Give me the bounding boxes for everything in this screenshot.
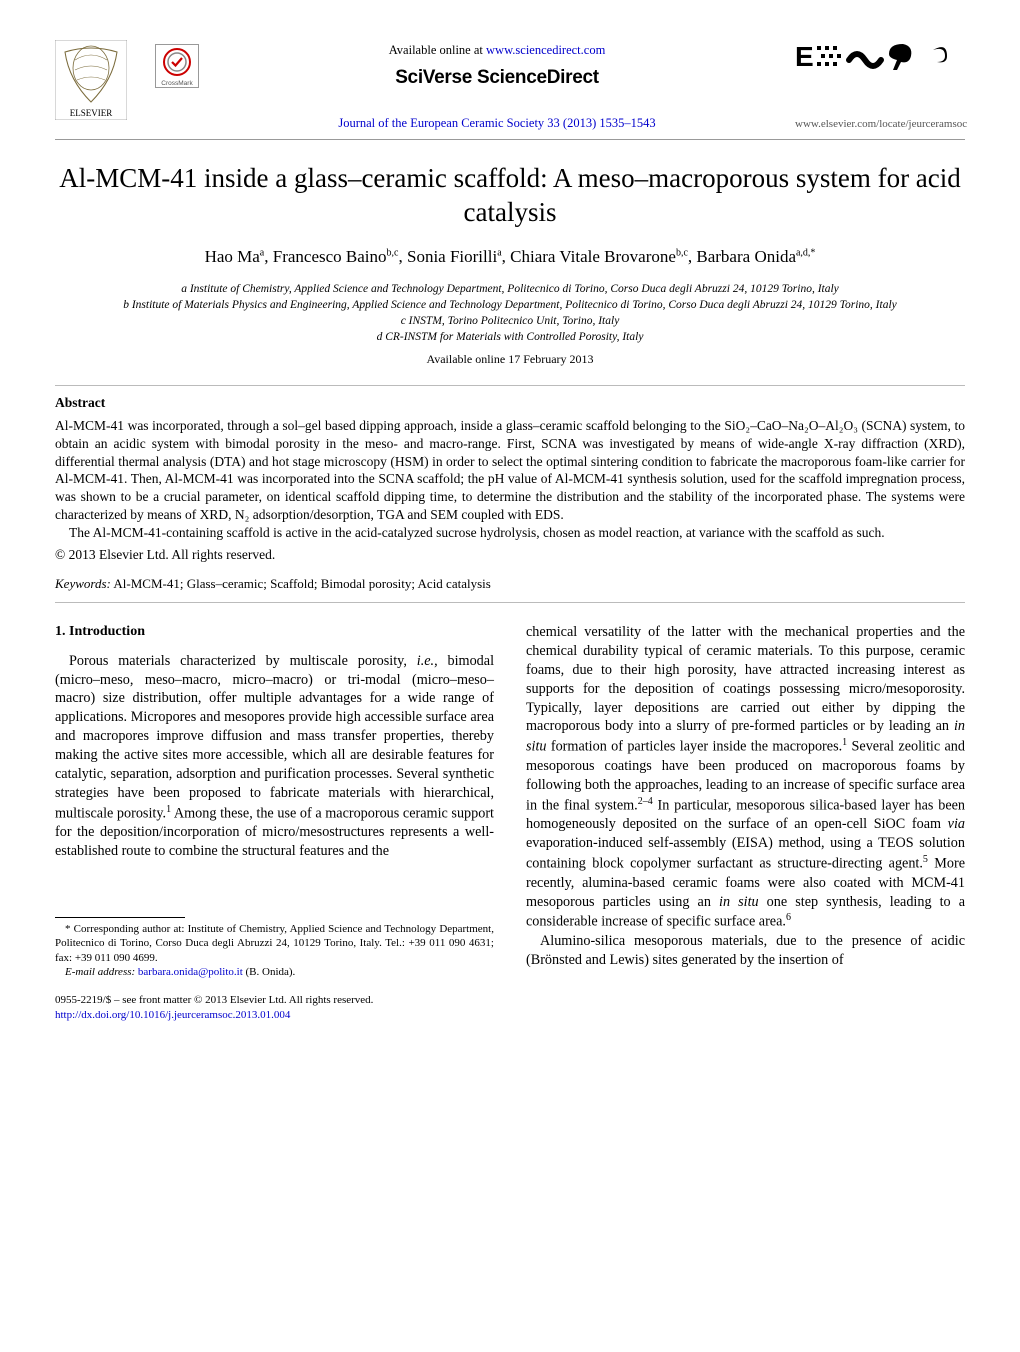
doi-link[interactable]: http://dx.doi.org/10.1016/j.jeurceramsoc… — [55, 1009, 290, 1021]
intro-col2-p1: chemical versatility of the latter with … — [526, 623, 965, 932]
affiliation-b: b Institute of Materials Physics and Eng… — [55, 297, 965, 313]
section-1-heading: 1. Introduction — [55, 623, 494, 642]
email-footnote: E-mail address: barbara.onida@polito.it … — [55, 965, 494, 979]
column-left: 1. Introduction Porous materials charact… — [55, 623, 494, 1022]
journal-reference: Journal of the European Ceramic Society … — [199, 115, 795, 132]
available-online-date: Available online 17 February 2013 — [55, 351, 965, 367]
affiliation-a: a Institute of Chemistry, Applied Scienc… — [55, 281, 965, 297]
sciencedirect-link[interactable]: www.sciencedirect.com — [486, 43, 605, 57]
email-suffix: (B. Onida). — [243, 966, 296, 978]
front-matter-line: 0955-2219/$ – see front matter © 2013 El… — [55, 993, 494, 1008]
affiliation-c: c INSTM, Torino Politecnico Unit, Torino… — [55, 313, 965, 329]
header-left: ELSEVIER CrossMark — [55, 40, 199, 120]
column-right: chemical versatility of the latter with … — [526, 623, 965, 1022]
article-title: Al-MCM-41 inside a glass–ceramic scaffol… — [55, 162, 965, 230]
keywords-text: Al-MCM-41; Glass–ceramic; Scaffold; Bimo… — [111, 576, 491, 591]
svg-text:E: E — [795, 41, 814, 72]
intro-col2-p2: Alumino-silica mesoporous materials, due… — [526, 932, 965, 970]
abstract-body: Al-MCM-41 was incorporated, through a so… — [55, 417, 965, 543]
header-right: E www.elsevier.com/locate/jeurceramsoc — [795, 40, 965, 131]
doi-block: 0955-2219/$ – see front matter © 2013 El… — [55, 993, 494, 1022]
header-divider — [55, 139, 965, 140]
abstract-bottom-rule — [55, 602, 965, 603]
crossmark-wrapper: CrossMark — [155, 40, 199, 95]
available-prefix: Available online at — [389, 43, 486, 57]
sciverse-brand: SciVerse ScienceDirect — [199, 65, 795, 91]
crossmark-icon[interactable]: CrossMark — [155, 44, 199, 88]
corresponding-author-footnote: * Corresponding author at: Institute of … — [55, 922, 494, 965]
keywords-label: Keywords: — [55, 576, 111, 591]
header-center: Available online at www.sciencedirect.co… — [199, 40, 795, 131]
affiliations: a Institute of Chemistry, Applied Scienc… — [55, 281, 965, 345]
footnote-rule — [55, 917, 185, 918]
abstract-heading: Abstract — [55, 394, 965, 412]
elsevier-logo: ELSEVIER — [55, 40, 127, 120]
journal-logo: E — [795, 40, 965, 74]
available-online: Available online at www.sciencedirect.co… — [199, 42, 795, 59]
body-columns: 1. Introduction Porous materials charact… — [55, 623, 965, 1022]
affiliation-d: d CR-INSTM for Materials with Controlled… — [55, 329, 965, 345]
copyright: © 2013 Elsevier Ltd. All rights reserved… — [55, 546, 965, 564]
authors: Hao Maa, Francesco Bainob,c, Sonia Fiori… — [55, 246, 965, 269]
abstract-p1: Al-MCM-41 was incorporated, through a so… — [55, 417, 965, 525]
intro-col1-p1: Porous materials characterized by multis… — [55, 652, 494, 861]
abstract-p2: The Al-MCM-41-containing scaffold is act… — [55, 524, 965, 542]
svg-text:CrossMark: CrossMark — [161, 80, 193, 87]
email-label: E-mail address: — [65, 966, 138, 978]
keywords: Keywords: Al-MCM-41; Glass–ceramic; Scaf… — [55, 575, 965, 593]
page-header: ELSEVIER CrossMark Available online at w… — [55, 40, 965, 131]
svg-text:ELSEVIER: ELSEVIER — [70, 108, 113, 118]
email-link[interactable]: barbara.onida@polito.it — [138, 966, 243, 978]
abstract-top-rule — [55, 385, 965, 386]
locate-url: www.elsevier.com/locate/jeurceramsoc — [795, 117, 965, 132]
